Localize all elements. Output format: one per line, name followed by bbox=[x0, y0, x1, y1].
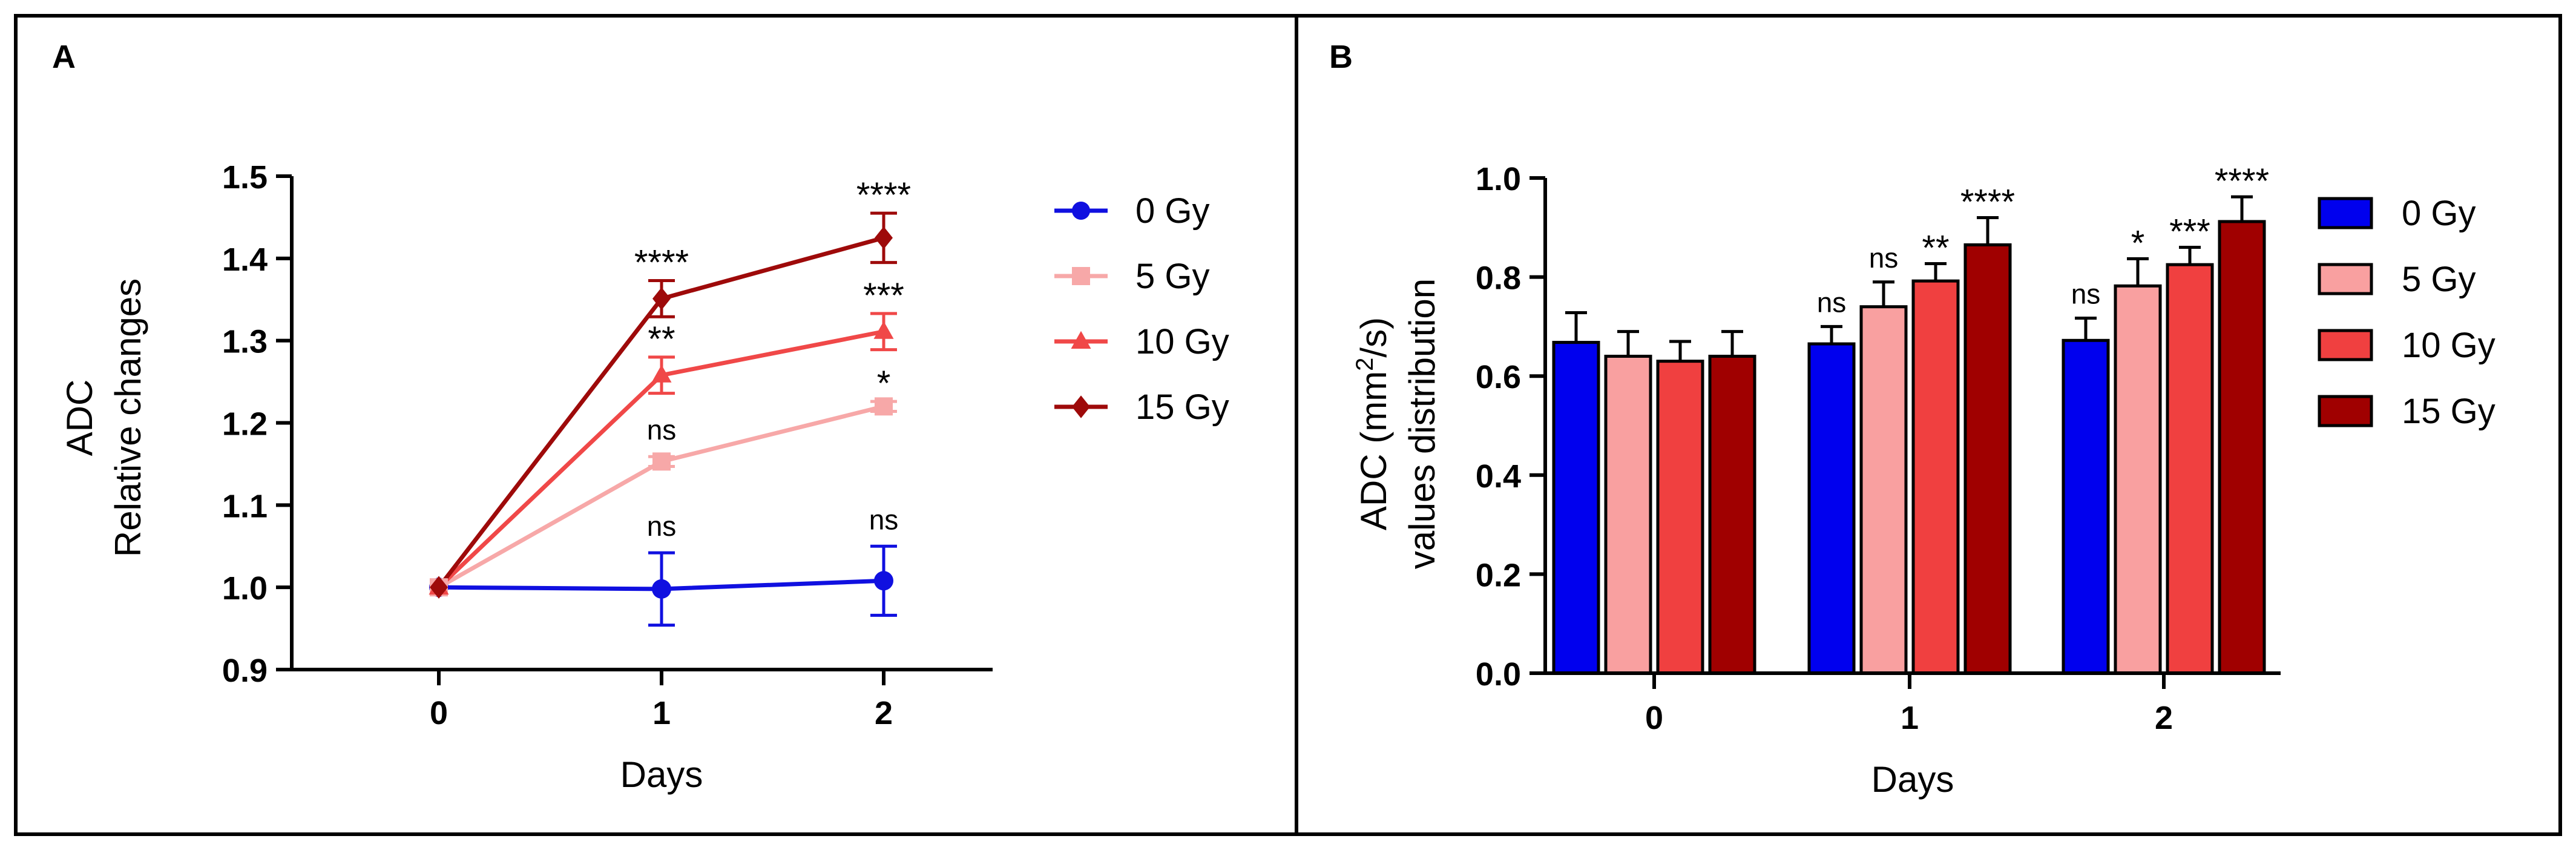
b-y-tick-label: 0.6 bbox=[1476, 359, 1521, 395]
a-legend-label: 15 Gy bbox=[1135, 387, 1229, 427]
a-data-point bbox=[651, 364, 672, 383]
b-y-tick-label: 0.8 bbox=[1476, 260, 1521, 297]
b-legend-swatch bbox=[2318, 263, 2373, 295]
b-bar bbox=[1807, 342, 1856, 675]
panel-a-chart: 0.91.01.11.21.31.41.50 1 2 ns nsns*********… bbox=[59, 159, 1229, 795]
b-legend-label: 5 Gy bbox=[2402, 260, 2476, 299]
a-y-tick-label: 1.2 bbox=[222, 406, 268, 443]
b-bar bbox=[1911, 279, 1960, 675]
a-y-tick-label: 1.3 bbox=[222, 324, 268, 360]
b-x-tick-label: 1 bbox=[1901, 700, 1919, 736]
b-x-axis-label: Days bbox=[1871, 759, 1954, 800]
a-significance-label: *** bbox=[863, 276, 904, 315]
b-legend-label: 0 Gy bbox=[2402, 194, 2476, 233]
a-significance-label: **** bbox=[856, 176, 911, 215]
a-y-tick-label: 1.5 bbox=[222, 159, 268, 196]
a-legend-label: 0 Gy bbox=[1135, 191, 1210, 231]
b-bar bbox=[1963, 243, 2012, 675]
b-bar bbox=[1552, 341, 1600, 675]
b-x-tick-label: 2 bbox=[2155, 700, 2173, 736]
a-data-point bbox=[652, 452, 671, 471]
a-significance-label: ns bbox=[647, 414, 677, 446]
a-legend-marker bbox=[1072, 267, 1090, 285]
a-legend: 0 Gy 5 Gy 10 Gy 15 Gy bbox=[1054, 191, 1229, 427]
b-legend-swatch bbox=[2318, 329, 2373, 361]
b-bar bbox=[2114, 284, 2162, 675]
a-x-tick-label: 1 bbox=[652, 695, 671, 731]
a-legend-marker bbox=[1072, 202, 1090, 220]
b-significance-label: ns bbox=[1869, 242, 1899, 274]
b-y-axis-label-line1: ADC (mm2/s) bbox=[1352, 317, 1394, 530]
panel-a-label: A bbox=[52, 39, 76, 75]
a-y-tick-label: 1.0 bbox=[222, 570, 268, 607]
b-legend-label: 15 Gy bbox=[2402, 392, 2496, 431]
a-data-point bbox=[652, 287, 671, 311]
a-significance-label: ns bbox=[647, 510, 677, 542]
a-data-point bbox=[430, 576, 448, 599]
a-y-axis-label-line2: Relative changes bbox=[108, 278, 148, 557]
b-legend-label: 10 Gy bbox=[2402, 326, 2496, 365]
a-data-point bbox=[873, 321, 894, 339]
b-significance-label: * bbox=[2131, 223, 2145, 263]
a-significance-label: * bbox=[877, 364, 891, 403]
b-significance-label: ** bbox=[1922, 229, 1949, 268]
b-significance-label: *** bbox=[2169, 212, 2210, 252]
a-y-tick-label: 1.1 bbox=[222, 488, 268, 524]
a-x-tick-label: 0 bbox=[430, 695, 448, 731]
a-data-point bbox=[875, 397, 893, 416]
b-y-tick-label: 0.2 bbox=[1476, 557, 1521, 593]
b-legend-swatch bbox=[2318, 197, 2373, 229]
b-legend-swatch bbox=[2318, 395, 2373, 427]
a-data-point bbox=[875, 226, 893, 249]
a-significance-label: **** bbox=[634, 243, 689, 283]
b-bar bbox=[1604, 354, 1652, 675]
a-legend-marker bbox=[1071, 331, 1091, 349]
b-legend: 0 Gy 5 Gy 10 Gy 15 Gy bbox=[2318, 194, 2496, 431]
a-legend-marker bbox=[1072, 395, 1090, 418]
b-bar bbox=[2062, 338, 2110, 675]
a-legend-label: 5 Gy bbox=[1135, 257, 1210, 296]
a-y-tick-label: 0.9 bbox=[222, 653, 268, 689]
b-y-tick-label: 0.0 bbox=[1476, 656, 1521, 693]
a-x-axis-label: Days bbox=[620, 754, 703, 795]
a-data-point bbox=[874, 571, 893, 591]
b-x-tick-label: 0 bbox=[1645, 700, 1663, 736]
b-y-label-sup: 2 bbox=[1352, 358, 1378, 371]
a-x-tick-label: 2 bbox=[875, 695, 893, 731]
b-significance-label: **** bbox=[2215, 162, 2269, 201]
b-y-label-prefix: ADC (mm bbox=[1353, 371, 1394, 530]
b-bar bbox=[1859, 305, 1908, 675]
b-bar bbox=[2166, 263, 2214, 675]
a-data-point bbox=[652, 579, 671, 599]
a-y-tick-label: 1.4 bbox=[222, 242, 268, 278]
a-significance-label: ns bbox=[869, 504, 899, 535]
panel-b-frame bbox=[1295, 14, 2562, 836]
b-y-tick-label: 1.0 bbox=[1476, 161, 1521, 197]
b-significance-label: ns bbox=[1817, 286, 1847, 318]
b-bar bbox=[1708, 354, 1756, 675]
a-significance-label: ** bbox=[648, 320, 675, 359]
b-y-tick-label: 0.4 bbox=[1476, 458, 1521, 495]
b-bar bbox=[2218, 220, 2266, 675]
b-significance-label: **** bbox=[1960, 182, 2015, 222]
b-y-axis-label-line2: values distribution bbox=[1402, 278, 1442, 569]
b-y-label-suffix: /s) bbox=[1353, 317, 1394, 358]
a-y-axis-label-line1: ADC bbox=[59, 380, 100, 456]
b-bar bbox=[1656, 360, 1704, 675]
a-legend-label: 10 Gy bbox=[1135, 322, 1229, 361]
b-significance-label: ns bbox=[2071, 278, 2101, 309]
panel-b-label: B bbox=[1329, 39, 1353, 75]
